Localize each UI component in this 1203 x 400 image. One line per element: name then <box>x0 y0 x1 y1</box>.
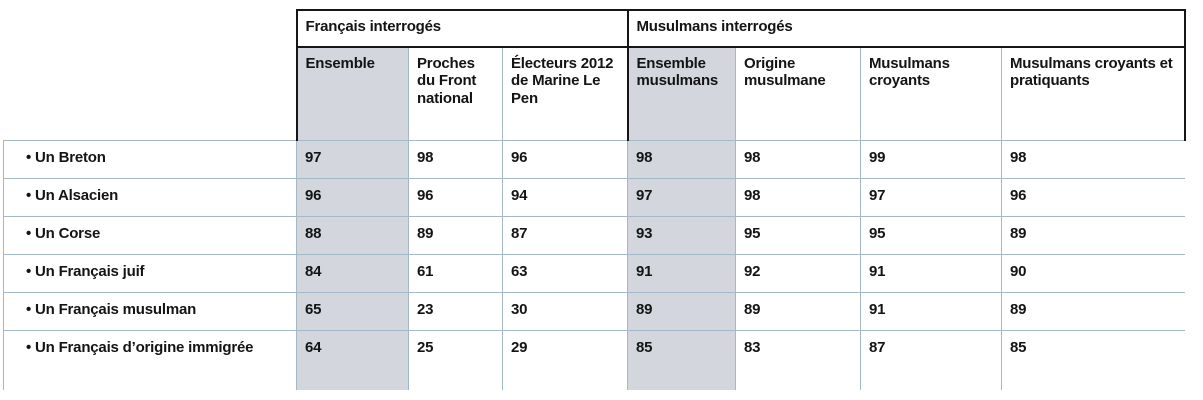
value-cell: 84 <box>296 253 409 292</box>
row-label: • Un Français d’origine immigrée <box>3 329 297 390</box>
column-header-ensemble: Ensemble <box>295 47 409 141</box>
value-cell: 97 <box>860 177 1002 216</box>
survey-table: Français interrogés Musulmans interrogés… <box>3 9 1186 390</box>
value-cell: 29 <box>502 329 628 390</box>
value-cell: 83 <box>735 329 861 390</box>
value-cell: 98 <box>408 139 503 178</box>
value-cell: 98 <box>735 177 861 216</box>
value-cell: 61 <box>408 253 503 292</box>
row-label: • Un Français juif <box>3 253 297 292</box>
value-cell: 85 <box>1001 329 1185 390</box>
row-label: • Un Breton <box>3 139 297 178</box>
group-header-francais: Français interrogés <box>295 9 629 48</box>
row-label: • Un Alsacien <box>3 177 297 216</box>
corner-cell <box>4 10 297 47</box>
value-cell: 95 <box>735 215 861 254</box>
table-row: • Un Breton 97 98 96 98 98 99 98 <box>3 139 1185 178</box>
column-header-row: Ensemble Proches du Front national Élect… <box>3 47 1186 141</box>
value-cell: 90 <box>1001 253 1185 292</box>
value-cell: 89 <box>735 291 861 330</box>
value-cell: 96 <box>296 177 409 216</box>
value-cell: 89 <box>1001 291 1185 330</box>
value-cell: 94 <box>502 177 628 216</box>
value-cell: 91 <box>627 253 736 292</box>
row-label: • Un Français musulman <box>3 291 297 330</box>
column-header-proches-fn: Proches du Front national <box>408 47 503 141</box>
value-cell: 98 <box>627 139 736 178</box>
group-header-musulmans: Musulmans interrogés <box>626 9 1186 48</box>
value-cell: 65 <box>296 291 409 330</box>
value-cell: 98 <box>1001 139 1185 178</box>
table-row: • Un Français juif 84 61 63 91 92 91 90 <box>3 253 1185 292</box>
value-cell: 93 <box>627 215 736 254</box>
value-cell: 95 <box>860 215 1002 254</box>
table-row: • Un Corse 88 89 87 93 95 95 89 <box>3 215 1185 254</box>
value-cell: 98 <box>735 139 861 178</box>
column-header-ensemble-musulmans: Ensemble musulmans <box>626 47 736 141</box>
value-cell: 89 <box>408 215 503 254</box>
corner-cell <box>3 47 297 141</box>
value-cell: 96 <box>502 139 628 178</box>
value-cell: 85 <box>627 329 736 390</box>
column-header-musulmans-pratiquants: Musulmans croyants et pratiquants <box>1001 47 1186 141</box>
value-cell: 96 <box>1001 177 1185 216</box>
value-cell: 96 <box>408 177 503 216</box>
value-cell: 91 <box>860 291 1002 330</box>
value-cell: 99 <box>860 139 1002 178</box>
value-cell: 25 <box>408 329 503 390</box>
value-cell: 92 <box>735 253 861 292</box>
value-cell: 88 <box>296 215 409 254</box>
value-cell: 30 <box>502 291 628 330</box>
table-row: • Un Français d’origine immigrée 64 25 29 85… <box>3 329 1185 390</box>
value-cell: 63 <box>502 253 628 292</box>
row-label: • Un Corse <box>3 215 297 254</box>
value-cell: 97 <box>627 177 736 216</box>
table-body: • Un Breton 97 98 96 98 98 99 98 • Un Alsacien 96… <box>3 139 1185 390</box>
value-cell: 97 <box>296 139 409 178</box>
table-row: • Un Alsacien 96 96 94 97 98 97 96 <box>3 177 1185 216</box>
value-cell: 87 <box>860 329 1002 390</box>
column-group-header-row: Français interrogés Musulmans interrogés <box>4 9 1186 48</box>
column-header-electeurs-mlp: Électeurs 2012 de Marine Le Pen <box>502 47 628 141</box>
column-header-origine-musulmane: Origine musulmane <box>735 47 861 141</box>
value-cell: 89 <box>1001 215 1185 254</box>
table-row: • Un Français musulman 65 23 30 89 89 91 89 <box>3 291 1185 330</box>
value-cell: 64 <box>296 329 409 390</box>
value-cell: 23 <box>408 291 503 330</box>
column-header-musulmans-croyants: Musulmans croyants <box>860 47 1002 141</box>
value-cell: 89 <box>627 291 736 330</box>
value-cell: 87 <box>502 215 628 254</box>
value-cell: 91 <box>860 253 1002 292</box>
